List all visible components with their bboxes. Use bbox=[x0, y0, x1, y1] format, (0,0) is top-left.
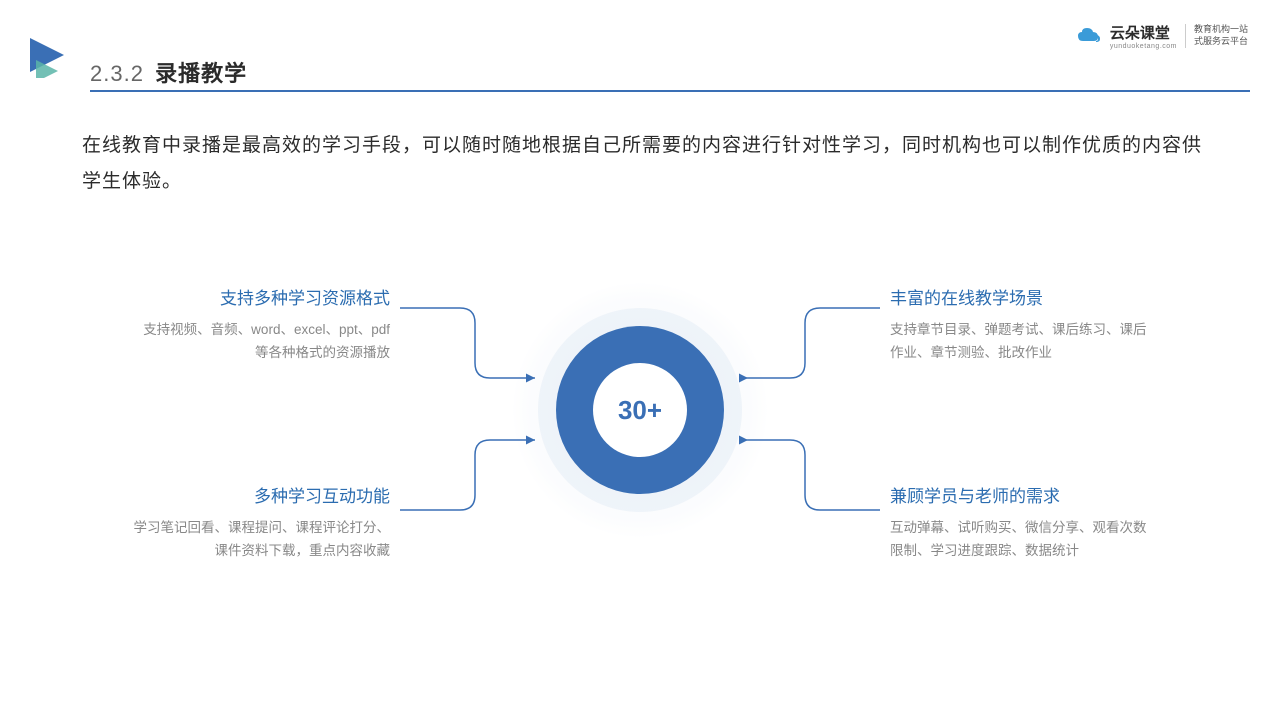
section-number: 2.3.2 bbox=[90, 61, 144, 86]
logo-divider bbox=[1185, 24, 1186, 48]
feature-title: 兼顾学员与老师的需求 bbox=[890, 482, 1150, 507]
logo-block: 云朵课堂 yunduoketang.com 教育机构一站 式服务云平台 bbox=[1076, 22, 1250, 50]
feature-desc: 支持视频、音频、word、excel、ppt、pdf等各种格式的资源播放 bbox=[130, 319, 390, 365]
connector-bottom-left bbox=[400, 470, 550, 595]
logo-subtitle: yunduoketang.com bbox=[1110, 43, 1177, 50]
cloud-icon bbox=[1076, 25, 1102, 47]
section-title: 2.3.2 录播教学 bbox=[90, 56, 247, 88]
ring-inner: 30+ bbox=[593, 363, 687, 457]
section-name: 录播教学 bbox=[155, 61, 247, 86]
feature-diagram: 30+ bbox=[0, 260, 1280, 660]
feature-title: 支持多种学习资源格式 bbox=[130, 284, 390, 309]
feature-desc: 支持章节目录、弹题考试、课后练习、课后作业、章节测验、批改作业 bbox=[890, 319, 1150, 365]
play-icon bbox=[30, 38, 70, 78]
title-underline bbox=[90, 90, 1250, 92]
header: 2.3.2 录播教学 云朵课堂 yunduoketang.com 教育机构一站 … bbox=[0, 0, 1280, 90]
feature-desc: 学习笔记回看、课程提问、课程评论打分、课件资料下载，重点内容收藏 bbox=[130, 517, 390, 563]
logo-tagline: 教育机构一站 式服务云平台 bbox=[1194, 24, 1250, 47]
feature-top-left: 支持多种学习资源格式 支持视频、音频、word、excel、ppt、pdf等各种… bbox=[130, 284, 390, 365]
feature-title: 多种学习互动功能 bbox=[130, 482, 390, 507]
description-text: 在线教育中录播是最高效的学习手段，可以随时随地根据自己所需要的内容进行针对性学习… bbox=[82, 128, 1202, 200]
feature-bottom-right: 兼顾学员与老师的需求 互动弹幕、试听购买、微信分享、观看次数限制、学习进度跟踪、… bbox=[890, 482, 1150, 563]
center-label: 30+ bbox=[618, 395, 662, 426]
logo-title: 云朵课堂 bbox=[1110, 22, 1177, 43]
feature-bottom-left: 多种学习互动功能 学习笔记回看、课程提问、课程评论打分、课件资料下载，重点内容收… bbox=[130, 482, 390, 563]
feature-desc: 互动弹幕、试听购买、微信分享、观看次数限制、学习进度跟踪、数据统计 bbox=[890, 517, 1150, 563]
feature-title: 丰富的在线教学场景 bbox=[890, 284, 1150, 309]
feature-top-right: 丰富的在线教学场景 支持章节目录、弹题考试、课后练习、课后作业、章节测验、批改作… bbox=[890, 284, 1150, 365]
connector-bottom-right bbox=[730, 470, 880, 595]
